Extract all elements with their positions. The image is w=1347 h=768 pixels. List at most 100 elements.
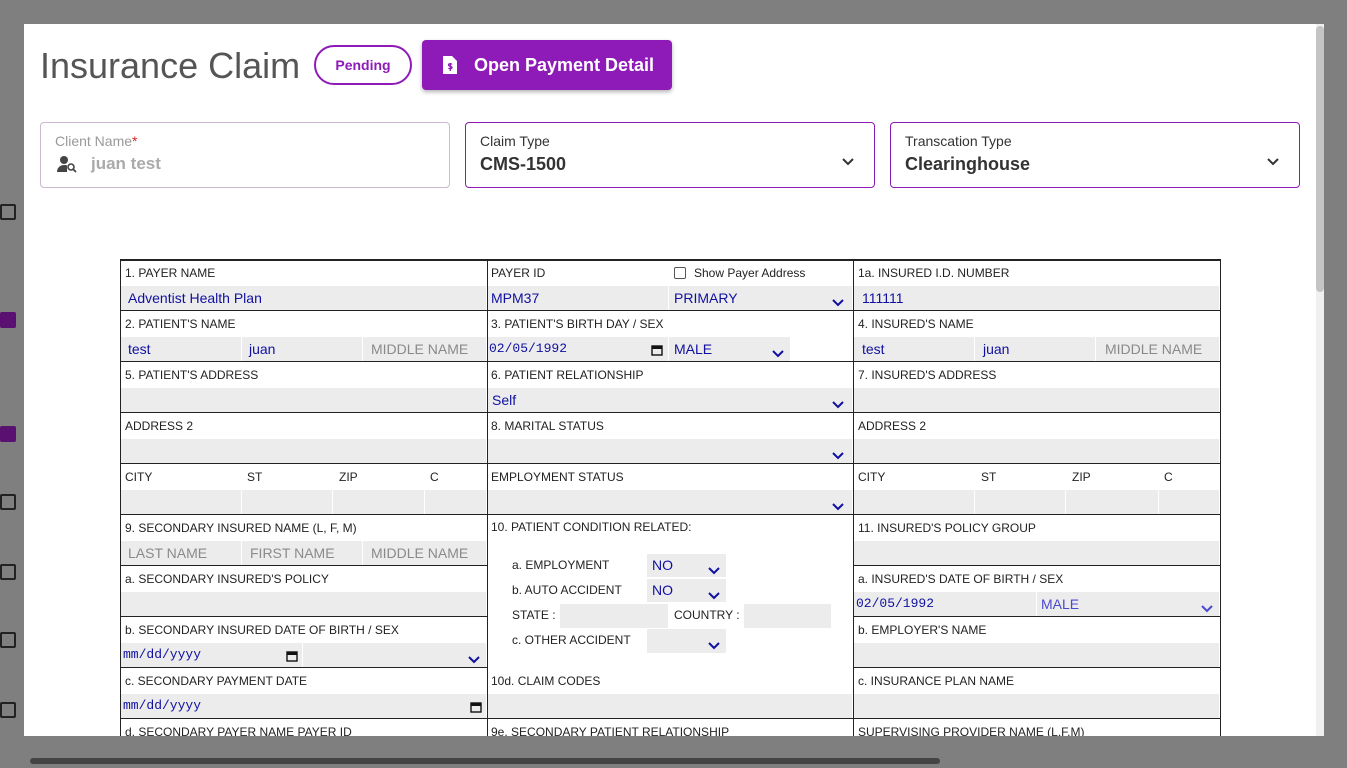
input-text: test — [128, 341, 151, 357]
claim-type-field[interactable] — [465, 122, 875, 188]
form-label: 9e. SECONDARY PATIENT RELATIONSHIP — [491, 725, 730, 736]
chevron — [772, 345, 784, 358]
input-text: MIDDLE NAME — [371, 341, 469, 357]
form-label: b. AUTO ACCIDENT — [512, 583, 622, 597]
input-field — [488, 286, 668, 310]
grid-line — [120, 718, 487, 719]
input-field — [854, 592, 1036, 616]
input-field — [488, 439, 852, 463]
chevron — [708, 637, 720, 650]
grid-line — [1220, 259, 1221, 736]
claim-dialog: Insurance Claim Pending Open Payment Det… — [24, 24, 1324, 736]
input-field — [121, 337, 241, 361]
input-field — [1037, 592, 1219, 616]
field-value: CMS-1500 — [480, 154, 567, 174]
form-label: CITY — [125, 470, 153, 484]
input-field — [669, 286, 852, 310]
payment-detail-button[interactable]: Open Payment Detail — [422, 40, 672, 90]
form-label: 9. SECONDARY INSURED NAME (L, F, M) — [125, 521, 357, 535]
grid-line — [120, 412, 487, 413]
input-field — [121, 286, 486, 310]
form-label: 6. PATIENT RELATIONSHIP — [491, 368, 644, 382]
grid-line — [487, 718, 853, 719]
grid-line — [487, 259, 853, 261]
input-field — [363, 541, 486, 565]
grid-line — [120, 667, 487, 668]
grid-line — [487, 259, 488, 736]
field-label: Client Name* — [55, 132, 137, 150]
field-value: juan test — [91, 154, 161, 173]
input-field — [121, 694, 486, 718]
input-field — [854, 541, 1219, 565]
input-text: 02/05/1992 — [856, 596, 935, 611]
client-name-field[interactable] — [40, 122, 450, 188]
checkbox — [0, 426, 16, 442]
input-field — [854, 388, 1219, 412]
form-label: 10. PATIENT CONDITION RELATED: — [491, 520, 692, 534]
checkbox — [0, 564, 16, 580]
scroll-track — [1316, 24, 1324, 736]
input-field — [1096, 337, 1219, 361]
form-label: STATE : — [512, 608, 556, 622]
input-text: test — [862, 341, 885, 357]
form-label: 4. INSURED'S NAME — [858, 317, 974, 331]
form-label: C — [1164, 470, 1173, 484]
checkbox — [0, 494, 16, 510]
grid-line — [853, 565, 1221, 566]
input-field — [854, 286, 1219, 310]
field-label: Transcation Type — [905, 133, 1012, 149]
form-label: d. SECONDARY PAYER NAME PAYER ID — [125, 725, 352, 736]
form-label: ADDRESS 2 — [858, 419, 927, 433]
input-text: PRIMARY — [674, 290, 738, 306]
grid-line — [487, 361, 853, 362]
input-field — [669, 337, 790, 361]
form-label: CITY — [858, 470, 886, 484]
form-label: ST — [981, 470, 997, 484]
calendar-icon — [470, 700, 482, 713]
input-field — [1159, 490, 1219, 514]
input-field — [121, 490, 241, 514]
grid-line — [853, 718, 1221, 719]
input-field — [975, 490, 1065, 514]
form-label: Show Payer Address — [694, 266, 806, 280]
grid-line — [120, 310, 487, 311]
status-badge[interactable]: Pending — [314, 45, 412, 85]
client-icon — [57, 156, 77, 173]
grid-line — [120, 259, 487, 261]
field-label-text: Client Name — [55, 133, 133, 149]
chevron — [832, 294, 844, 307]
form-label: 11. INSURED'S POLICY GROUP — [858, 521, 1036, 535]
grid-line — [487, 310, 853, 311]
scroll-thumb[interactable] — [1316, 26, 1324, 292]
input-field — [488, 388, 852, 412]
form-label: a. SECONDARY INSURED'S POLICY — [125, 572, 329, 586]
grid-line — [487, 514, 853, 515]
input-text: MALE — [674, 341, 713, 357]
input-text: 111111 — [862, 290, 904, 306]
input-text: LAST NAME — [128, 545, 208, 561]
input-field — [242, 490, 332, 514]
form-label: b. SECONDARY INSURED DATE OF BIRTH / SEX — [125, 623, 399, 637]
input-field — [854, 694, 1219, 718]
checkbox — [0, 702, 16, 718]
input-field — [121, 439, 486, 463]
checkbox — [0, 312, 16, 328]
grid-line — [853, 310, 1221, 311]
input-text: Adventist Health Plan — [128, 290, 262, 306]
field-value: Clearinghouse — [905, 154, 1031, 174]
input-text: 02/05/1992 — [489, 341, 568, 356]
transaction-type-field[interactable] — [890, 122, 1300, 188]
form-label: c. OTHER ACCIDENT — [512, 633, 631, 647]
input-text: MPM37 — [491, 290, 540, 306]
grid-line — [487, 412, 853, 413]
grid-line — [120, 565, 487, 566]
grid-line — [853, 259, 854, 736]
form-label: 7. INSURED'S ADDRESS — [858, 368, 997, 382]
input-field — [647, 579, 726, 602]
input-text: juan — [983, 341, 1010, 357]
input-field — [425, 490, 486, 514]
form-label: 8. MARITAL STATUS — [491, 419, 604, 433]
form-label: ADDRESS 2 — [125, 419, 194, 433]
input-field — [488, 694, 852, 718]
input-field — [1066, 490, 1158, 514]
